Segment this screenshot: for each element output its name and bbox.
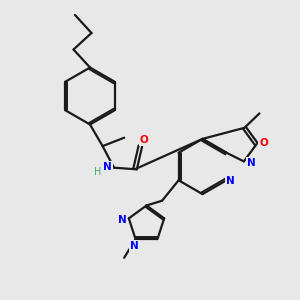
Text: O: O <box>259 138 268 148</box>
Text: N: N <box>118 215 127 225</box>
Text: N: N <box>247 158 255 168</box>
Text: O: O <box>140 135 148 146</box>
Text: N: N <box>103 162 112 172</box>
Text: N: N <box>226 176 235 186</box>
Text: N: N <box>130 241 139 251</box>
Text: H: H <box>94 167 101 177</box>
